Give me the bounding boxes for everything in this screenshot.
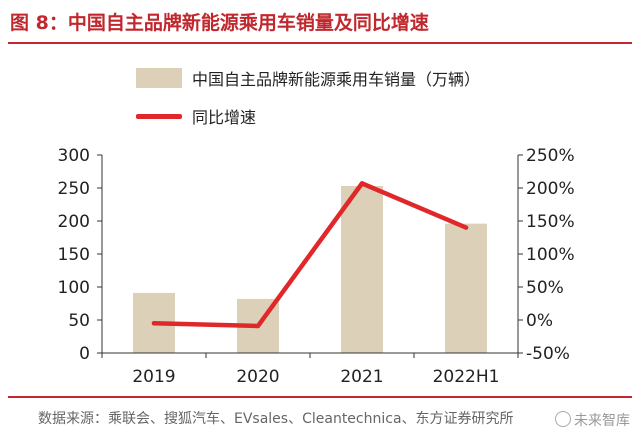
right-tick-label: 200% bbox=[526, 179, 575, 199]
left-tick-label: 200 bbox=[58, 212, 90, 232]
right-tick-label: 250% bbox=[526, 146, 575, 166]
growth-point-2019 bbox=[151, 321, 157, 326]
x-tick-label: 2020 bbox=[236, 367, 279, 387]
left-tick-label: 300 bbox=[58, 146, 90, 166]
legend-swatch-bar bbox=[136, 68, 182, 88]
legend-item-sales: 中国自主品牌新能源乘用车销量（万辆） bbox=[136, 66, 480, 90]
watermark-logo-icon bbox=[555, 411, 571, 427]
growth-point-2020 bbox=[255, 323, 261, 329]
right-tick-label: 50% bbox=[526, 278, 564, 298]
right-tick-label: 100% bbox=[526, 245, 575, 265]
watermark: 未来智库 bbox=[555, 410, 630, 430]
left-tick-label: 150 bbox=[58, 245, 90, 265]
left-tick-label: 0 bbox=[79, 344, 90, 364]
legend-label-sales: 中国自主品牌新能源乘用车销量（万辆） bbox=[192, 70, 481, 89]
legend-label-growth: 同比增速 bbox=[192, 108, 257, 127]
right-tick-label: 150% bbox=[526, 212, 575, 232]
growth-rate-line bbox=[151, 181, 469, 329]
chart-legend: 中国自主品牌新能源乘用车销量（万辆） 同比增速 bbox=[136, 66, 480, 142]
footer-divider bbox=[8, 396, 632, 398]
left-tick-label: 250 bbox=[58, 179, 90, 199]
right-tick-label: -50% bbox=[526, 344, 570, 364]
title-divider bbox=[8, 42, 632, 44]
legend-item-growth: 同比增速 bbox=[136, 104, 480, 128]
x-tick-label: 2021 bbox=[340, 367, 383, 387]
watermark-text: 未来智库 bbox=[574, 413, 630, 429]
left-tick-label: 100 bbox=[58, 278, 90, 298]
growth-point-2022H1 bbox=[463, 225, 469, 230]
x-tick-label: 2019 bbox=[132, 367, 175, 387]
growth-point-2021 bbox=[359, 181, 365, 186]
bar-2022H1 bbox=[445, 223, 487, 353]
left-tick-label: 50 bbox=[68, 311, 90, 331]
legend-swatch-line bbox=[136, 113, 182, 119]
source-note: 数据来源：乘联会、搜狐汽车、EVsales、Cleantechnica、东方证券… bbox=[38, 411, 514, 427]
x-tick-label: 2022H1 bbox=[433, 367, 500, 387]
right-tick-label: 0% bbox=[526, 311, 553, 331]
figure-title: 图 8：中国自主品牌新能源乘用车销量及同比增速 bbox=[10, 12, 429, 34]
bar-2021 bbox=[341, 186, 383, 353]
